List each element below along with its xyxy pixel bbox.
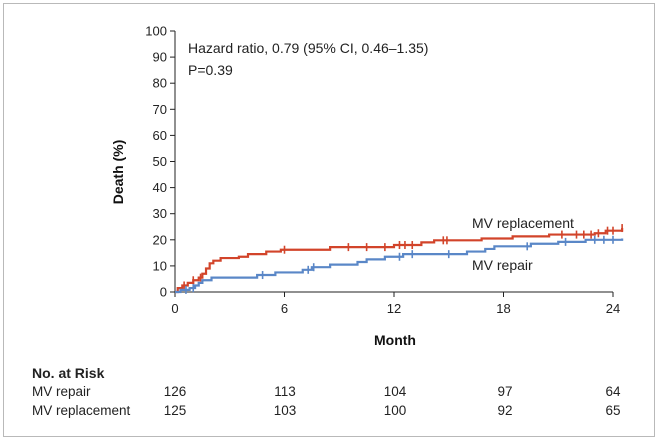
p-value-annotation: P=0.39 [188, 62, 233, 78]
at-risk-row-label: MV replacement [32, 403, 131, 418]
y-tick-label: 50 [153, 154, 167, 169]
y-axis-title: Death (%) [110, 140, 126, 205]
y-tick-label: 90 [153, 50, 167, 65]
y-tick-label: 20 [153, 232, 167, 247]
y-tick-label: 80 [153, 76, 167, 91]
hazard-ratio-annotation: Hazard ratio, 0.79 (95% CI, 0.46–1.35) [188, 40, 428, 56]
series-label-mv-replacement: MV replacement [472, 215, 574, 231]
y-tick-label: 30 [153, 206, 167, 221]
x-tick-label: 18 [496, 301, 510, 316]
y-tick-label: 0 [160, 285, 167, 300]
series-line-mv-replacement [175, 228, 624, 294]
at-risk-row-label: MV repair [32, 384, 91, 399]
at-risk-value: 100 [383, 403, 407, 418]
at-risk-value: 126 [163, 384, 187, 399]
y-tick-label: 60 [153, 128, 167, 143]
at-risk-value: 104 [383, 384, 407, 399]
x-tick-label: 0 [171, 301, 178, 316]
at-risk-value: 65 [605, 403, 621, 418]
x-tick-label: 12 [387, 301, 401, 316]
series-label-mv-repair: MV repair [472, 257, 533, 273]
y-tick-label: 40 [153, 180, 167, 195]
y-tick-label: 100 [145, 24, 167, 39]
x-tick-label: 6 [281, 301, 288, 316]
figure-frame [3, 3, 655, 437]
at-risk-value: 97 [497, 384, 513, 399]
series-line-mv-repair [175, 238, 624, 294]
at-risk-value: 113 [274, 384, 296, 399]
at-risk-value: 125 [163, 403, 187, 418]
y-tick-label: 10 [153, 258, 167, 273]
y-tick-label: 70 [153, 102, 167, 117]
at-risk-title: No. at Risk [32, 365, 105, 381]
at-risk-value: 92 [497, 403, 513, 418]
x-axis-title: Month [374, 332, 416, 348]
x-tick-label: 24 [606, 301, 620, 316]
at-risk-value: 103 [273, 403, 297, 418]
at-risk-value: 64 [605, 384, 621, 399]
plot-area: 0 10 20 30 40 50 60 70 80 90 100 0 6 12 18 24 MV replace… [145, 24, 624, 316]
